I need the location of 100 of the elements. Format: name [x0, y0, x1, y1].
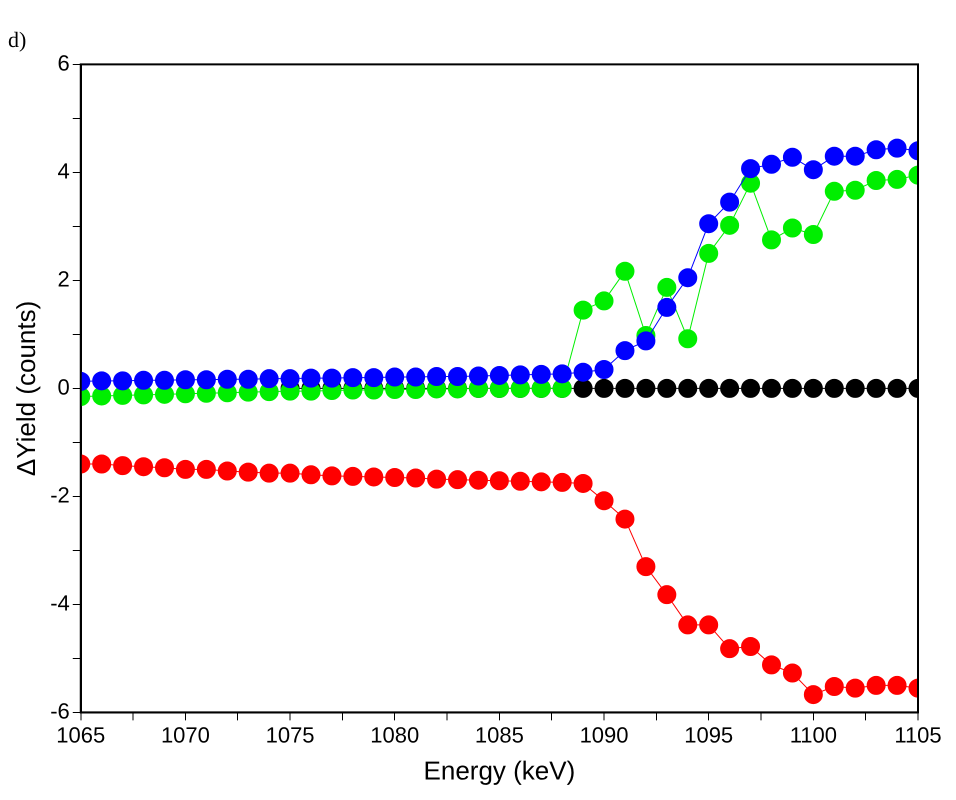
point [866, 140, 886, 160]
point [615, 510, 634, 529]
point [699, 615, 718, 634]
point [804, 160, 823, 180]
point [636, 557, 656, 576]
point [574, 300, 593, 320]
point [720, 378, 740, 398]
y-tick-label: 0 [58, 374, 70, 400]
point [574, 378, 593, 398]
point [615, 378, 634, 398]
point [741, 378, 760, 398]
point [720, 192, 740, 212]
point [134, 457, 154, 476]
point [888, 378, 907, 398]
point [699, 378, 718, 398]
y-tick-label: 6 [58, 50, 70, 76]
point [113, 456, 132, 476]
y-tick-label: -2 [50, 482, 70, 508]
x-axis-title: Energy (keV) [424, 756, 576, 786]
point [720, 639, 740, 658]
point [532, 364, 551, 384]
point [615, 262, 634, 281]
point [594, 291, 614, 310]
point [427, 470, 446, 489]
point [280, 464, 300, 483]
point [657, 378, 676, 398]
chart-title: d) [8, 26, 26, 52]
point [741, 637, 760, 656]
point [762, 655, 781, 674]
point [866, 378, 886, 398]
y-tick-label: 2 [58, 266, 70, 292]
x-tick-label: 1080 [370, 722, 420, 748]
point [804, 378, 823, 398]
point [176, 460, 195, 479]
point [782, 378, 802, 398]
point [846, 180, 865, 200]
point [699, 244, 718, 263]
point [824, 146, 844, 166]
point [406, 368, 426, 387]
point [720, 216, 740, 235]
point [888, 170, 907, 189]
point [657, 298, 676, 317]
point [552, 472, 572, 492]
point [510, 365, 530, 384]
point [846, 146, 865, 166]
point [92, 454, 112, 474]
point [154, 370, 174, 390]
x-tick-label: 1095 [684, 722, 734, 748]
point [615, 341, 634, 360]
point [657, 585, 676, 604]
y-axis-title: ΔYield (counts) [10, 300, 41, 476]
point [782, 218, 802, 238]
point [594, 491, 614, 510]
point [385, 368, 404, 387]
y-tick-label: 4 [58, 158, 70, 184]
point [364, 368, 384, 388]
point [846, 378, 865, 398]
x-tick-label: 1105 [894, 722, 942, 748]
point [636, 331, 656, 350]
point [574, 362, 593, 382]
x-tick-label: 1090 [580, 722, 629, 748]
point [302, 368, 320, 388]
point [260, 464, 279, 483]
point [385, 468, 404, 487]
point [154, 458, 174, 478]
point [824, 182, 844, 201]
point [532, 472, 551, 492]
point [888, 138, 907, 158]
point [782, 148, 802, 167]
point [824, 676, 844, 696]
point [302, 465, 320, 484]
point [804, 225, 823, 244]
point [322, 368, 342, 388]
point [322, 466, 342, 486]
point [280, 369, 300, 388]
point [196, 460, 216, 479]
point [238, 370, 258, 389]
point [406, 468, 426, 488]
point [343, 466, 362, 486]
point [762, 378, 781, 398]
x-tick-label: 1100 [790, 722, 837, 748]
point [364, 467, 384, 486]
point [741, 159, 760, 178]
x-tick-label: 1070 [160, 722, 210, 748]
point [594, 378, 614, 398]
point [427, 367, 446, 386]
x-tick-label: 1065 [56, 722, 106, 748]
point [678, 615, 698, 634]
point [657, 278, 676, 297]
point [238, 462, 258, 482]
point [448, 367, 468, 386]
point [846, 678, 865, 698]
point [824, 378, 844, 398]
point [448, 470, 468, 490]
point [594, 360, 614, 379]
point [490, 471, 509, 490]
point [92, 386, 112, 406]
point [762, 154, 781, 174]
point [782, 663, 802, 682]
point [218, 462, 237, 481]
